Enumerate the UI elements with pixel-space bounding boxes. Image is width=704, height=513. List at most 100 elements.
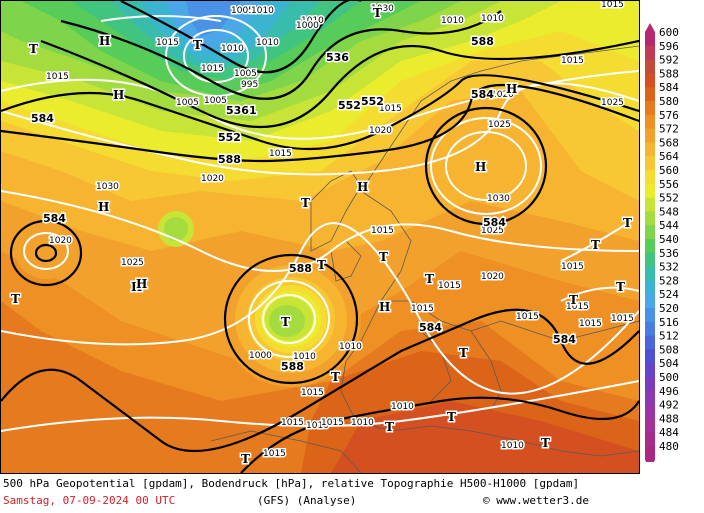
high-pressure-marker: H bbox=[506, 82, 517, 96]
pressure-label: 1010 bbox=[251, 6, 274, 16]
legend-swatch-488 bbox=[645, 418, 655, 433]
low-pressure-marker: T bbox=[459, 346, 468, 360]
low-pressure-marker: T bbox=[281, 315, 290, 329]
legend-label-568: 568 bbox=[659, 136, 679, 149]
pressure-label: 1015 bbox=[156, 38, 179, 48]
low-pressure-marker: T bbox=[373, 6, 382, 20]
legend-label-528: 528 bbox=[659, 274, 679, 287]
legend-swatch-556 bbox=[645, 183, 655, 199]
legend-label-520: 520 bbox=[659, 302, 679, 315]
legend-label-480: 480 bbox=[659, 440, 679, 453]
low-pressure-marker: T bbox=[331, 370, 340, 384]
legend-swatch-600 bbox=[645, 32, 655, 47]
pressure-label: 1010 bbox=[339, 342, 362, 352]
legend-label-596: 596 bbox=[659, 40, 679, 53]
legend-label-584: 584 bbox=[659, 81, 679, 94]
legend-swatch-552 bbox=[645, 197, 655, 212]
legend-label-588: 588 bbox=[659, 67, 679, 80]
legend-label-592: 592 bbox=[659, 54, 679, 67]
pressure-label: 1000 bbox=[249, 351, 272, 361]
pressure-label: 1010 bbox=[256, 38, 279, 48]
low-far-west bbox=[16, 227, 76, 279]
legend-swatch-548 bbox=[645, 211, 655, 226]
legend-label-524: 524 bbox=[659, 288, 679, 301]
pressure-label: 1010 bbox=[301, 16, 324, 26]
low-pressure-marker: T bbox=[425, 272, 434, 286]
geopotential-label: 536 bbox=[326, 51, 349, 64]
legend-label-496: 496 bbox=[659, 385, 679, 398]
legend-label-600: 600 bbox=[659, 26, 679, 39]
pressure-label: 1025 bbox=[481, 226, 504, 236]
legend-swatch-588 bbox=[645, 73, 655, 88]
field-584 bbox=[331, 401, 639, 473]
high-pressure-marker: H bbox=[357, 180, 368, 194]
color-legend: 600 596 592 588 584 580 576 572 568 564 560 556 552 5… bbox=[641, 22, 704, 462]
high-pressure-marker: H bbox=[131, 280, 142, 294]
small-low-west-core bbox=[164, 217, 188, 241]
legend-swatch-584 bbox=[645, 87, 655, 102]
pressure-label: 1015 bbox=[611, 314, 634, 324]
legend-label-540: 540 bbox=[659, 233, 679, 246]
low-pressure-marker: T bbox=[241, 452, 250, 466]
pressure-label: 1015 bbox=[269, 149, 292, 159]
low-pressure-marker: T bbox=[385, 420, 394, 434]
legend-label-552: 552 bbox=[659, 192, 679, 205]
legend-label-548: 548 bbox=[659, 205, 679, 218]
geopotential-label: 584 bbox=[483, 216, 506, 229]
geopotential-label: 588 bbox=[289, 262, 312, 275]
low-pressure-marker: T bbox=[591, 238, 600, 252]
caption-date: Samstag, 07-09-2024 00 UTC bbox=[3, 494, 176, 507]
geopotential-label: 588 bbox=[218, 153, 241, 166]
pressure-label: 1020 bbox=[369, 126, 392, 136]
geopotential-label: 584 bbox=[471, 88, 494, 101]
legend-swatch-524 bbox=[645, 294, 655, 309]
geopotential-label: 584 bbox=[43, 212, 66, 225]
pressure-label: 1010 bbox=[391, 402, 414, 412]
geopotential-label: 552 bbox=[361, 95, 384, 108]
isobars bbox=[1, 15, 639, 432]
legend-label-564: 564 bbox=[659, 150, 679, 163]
legend-swatch-560 bbox=[645, 170, 655, 185]
legend-swatch-492 bbox=[645, 404, 655, 419]
geopotential-label: 552 bbox=[338, 99, 361, 112]
low-pressure-marker: T bbox=[317, 258, 326, 272]
caption-description: 500 hPa Geopotential [gpdam], Bodendruck… bbox=[3, 477, 580, 490]
pressure-label: 1015 bbox=[561, 56, 584, 66]
pressure-label: 1015 bbox=[601, 1, 624, 10]
map-caption: 500 hPa Geopotential [gpdam], Bodendruck… bbox=[0, 474, 640, 513]
legend-swatch-540 bbox=[645, 239, 655, 254]
legend-swatch-528 bbox=[645, 280, 655, 295]
pressure-label: 1015 bbox=[516, 312, 539, 322]
pressure-label: 1025 bbox=[601, 98, 624, 108]
pressure-label: 1025 bbox=[121, 258, 144, 268]
pressure-label: 1010 bbox=[306, 421, 329, 431]
legend-swatch-484 bbox=[645, 432, 655, 447]
pressure-label: 1015 bbox=[438, 281, 461, 291]
pressure-label: 1015 bbox=[263, 449, 286, 459]
pressure-label: 1015 bbox=[301, 388, 324, 398]
pressure-label: 1015 bbox=[561, 262, 584, 272]
pressure-label: 1010 bbox=[441, 16, 464, 26]
legend-label-532: 532 bbox=[659, 261, 679, 274]
legend-swatch-500 bbox=[645, 377, 655, 392]
legend-swatch-596 bbox=[645, 45, 655, 61]
pressure-label: 1010 bbox=[501, 441, 524, 451]
low-pressure-marker: T bbox=[616, 280, 625, 294]
low-pressure-marker: T bbox=[379, 250, 388, 264]
legend-swatch-512 bbox=[645, 335, 655, 350]
geopotential-label: 588 bbox=[281, 360, 304, 373]
high-pressure-marker: H bbox=[475, 160, 486, 174]
pressure-label: 1020 bbox=[491, 90, 514, 100]
geopotential-label: 588 bbox=[471, 35, 494, 48]
legend-swatch-480 bbox=[645, 446, 655, 461]
legend-label-516: 516 bbox=[659, 316, 679, 329]
pressure-label: 1015 bbox=[201, 64, 224, 74]
low-pressure-marker: T bbox=[193, 38, 202, 52]
caption-copyright: © www.wetter3.de bbox=[483, 494, 589, 507]
pressure-label: 1015 bbox=[379, 104, 402, 114]
pressure-label: 1030 bbox=[96, 182, 119, 192]
legend-swatch-516 bbox=[645, 321, 655, 337]
low-pressure-marker: T bbox=[447, 410, 456, 424]
low-pressure-marker: T bbox=[569, 293, 578, 307]
legend-label-488: 488 bbox=[659, 412, 679, 425]
